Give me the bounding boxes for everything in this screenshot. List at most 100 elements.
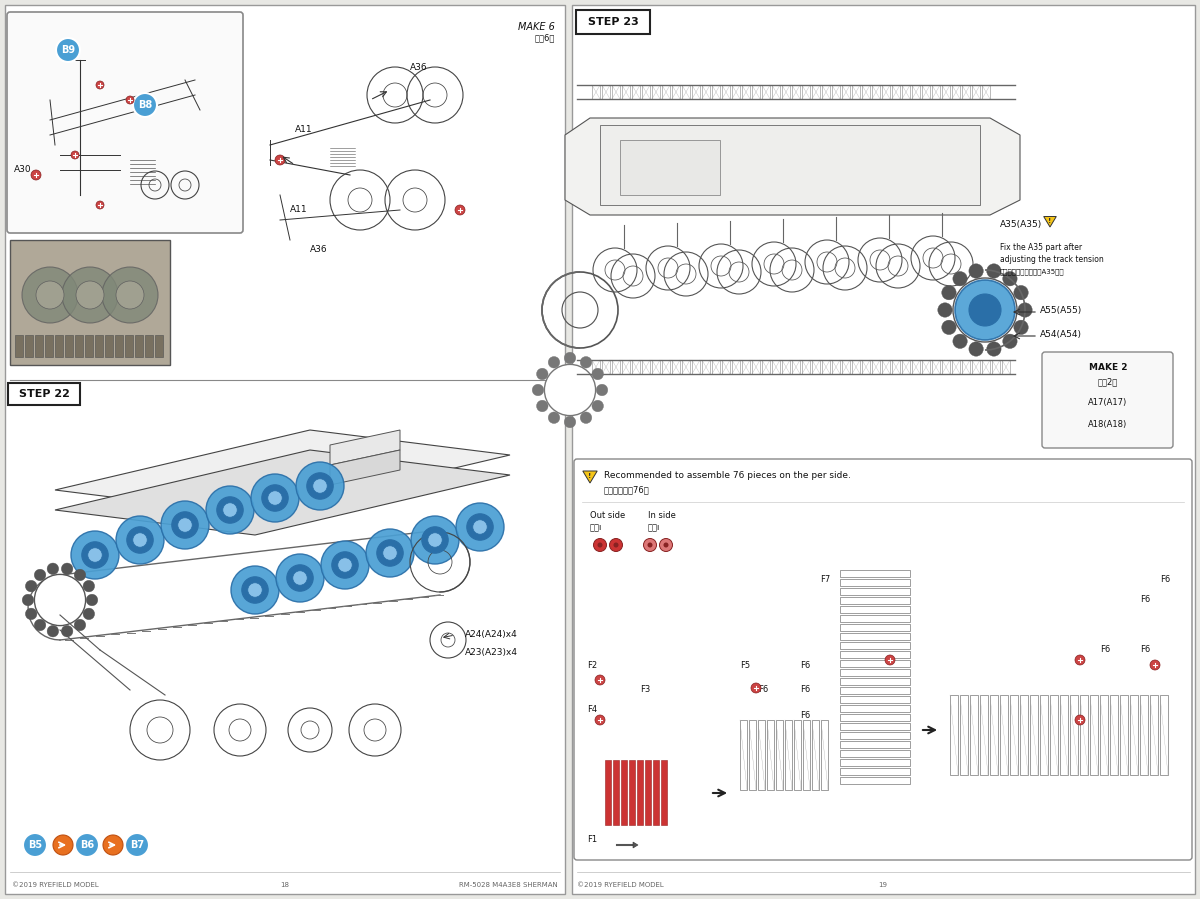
Bar — [872, 85, 880, 99]
Bar — [782, 85, 790, 99]
Bar — [749, 720, 756, 790]
Circle shape — [986, 342, 1001, 356]
Text: B7: B7 — [130, 840, 144, 850]
Bar — [722, 360, 730, 374]
Circle shape — [613, 542, 618, 547]
Bar — [762, 360, 770, 374]
Bar — [840, 651, 910, 658]
Circle shape — [47, 626, 59, 637]
Bar — [812, 85, 820, 99]
Text: MAKE 2: MAKE 2 — [1088, 363, 1127, 372]
Text: Fix the A35 part after: Fix the A35 part after — [1000, 244, 1082, 253]
Circle shape — [1075, 655, 1085, 665]
Circle shape — [548, 357, 559, 368]
Text: F6: F6 — [800, 686, 810, 695]
Bar — [592, 360, 600, 374]
Text: RM-5028 M4A3E8 SHERMAN: RM-5028 M4A3E8 SHERMAN — [460, 882, 558, 888]
Text: F6: F6 — [1160, 575, 1170, 584]
Bar — [605, 760, 611, 825]
Text: 制作2组: 制作2组 — [1098, 378, 1118, 387]
Bar — [962, 360, 970, 374]
Text: 建议每侧装配76节: 建议每侧装配76节 — [604, 485, 649, 494]
Bar — [1100, 695, 1108, 775]
Circle shape — [36, 281, 64, 309]
Circle shape — [133, 533, 148, 547]
Text: 19: 19 — [878, 882, 888, 888]
Circle shape — [322, 541, 370, 589]
Circle shape — [473, 520, 487, 534]
Bar — [155, 335, 163, 357]
Circle shape — [82, 542, 108, 568]
Bar — [821, 720, 828, 790]
Circle shape — [223, 503, 238, 517]
Text: B6: B6 — [80, 840, 94, 850]
Circle shape — [545, 364, 595, 415]
Bar — [840, 750, 910, 757]
Bar — [840, 687, 910, 694]
Bar — [642, 85, 650, 99]
Bar — [46, 335, 53, 357]
Circle shape — [248, 583, 263, 597]
Text: 内偃ı: 内偃ı — [648, 523, 660, 532]
Circle shape — [125, 833, 149, 857]
Circle shape — [23, 833, 47, 857]
FancyBboxPatch shape — [574, 459, 1192, 860]
Circle shape — [955, 280, 1015, 340]
Circle shape — [276, 554, 324, 602]
Text: F1: F1 — [587, 835, 598, 844]
Bar — [962, 85, 970, 99]
Circle shape — [595, 675, 605, 685]
Bar — [653, 760, 659, 825]
Circle shape — [307, 473, 334, 499]
Circle shape — [23, 594, 34, 606]
Bar — [980, 695, 988, 775]
Bar — [14, 335, 23, 357]
Circle shape — [564, 416, 576, 428]
Bar — [1010, 695, 1018, 775]
Circle shape — [71, 151, 79, 159]
Circle shape — [74, 619, 85, 631]
Circle shape — [533, 384, 544, 396]
Circle shape — [74, 833, 98, 857]
Bar — [840, 597, 910, 604]
Bar — [840, 723, 910, 730]
Bar — [652, 360, 660, 374]
Bar — [1020, 695, 1028, 775]
Circle shape — [536, 400, 548, 412]
Circle shape — [116, 516, 164, 564]
Bar — [661, 760, 667, 825]
Bar — [862, 85, 870, 99]
Circle shape — [313, 479, 328, 494]
Bar — [1110, 695, 1118, 775]
Circle shape — [428, 533, 443, 547]
Bar — [662, 360, 670, 374]
Bar — [1002, 360, 1010, 374]
Bar — [942, 360, 950, 374]
Text: A23(A23)x4: A23(A23)x4 — [466, 647, 518, 656]
Bar — [882, 85, 890, 99]
Bar — [802, 360, 810, 374]
Bar — [812, 720, 818, 790]
Bar — [600, 125, 980, 205]
Circle shape — [62, 267, 118, 323]
Circle shape — [610, 539, 623, 551]
Bar — [840, 624, 910, 631]
Text: !: ! — [1049, 218, 1051, 224]
Text: STEP 22: STEP 22 — [18, 389, 70, 399]
Circle shape — [96, 201, 104, 209]
Circle shape — [88, 547, 102, 562]
Circle shape — [886, 655, 895, 665]
Bar — [85, 335, 94, 357]
Bar — [840, 696, 910, 703]
Bar — [840, 615, 910, 622]
Text: Recommended to assemble 76 pieces on the per side.: Recommended to assemble 76 pieces on the… — [604, 470, 851, 479]
Bar — [832, 360, 840, 374]
Bar — [840, 588, 910, 595]
Bar — [1090, 695, 1098, 775]
Circle shape — [455, 205, 466, 215]
Text: ©2019 RYEFIELD MODEL: ©2019 RYEFIELD MODEL — [577, 882, 664, 888]
Circle shape — [71, 531, 119, 579]
Bar — [1000, 695, 1008, 775]
Polygon shape — [330, 430, 400, 465]
Circle shape — [251, 474, 299, 522]
